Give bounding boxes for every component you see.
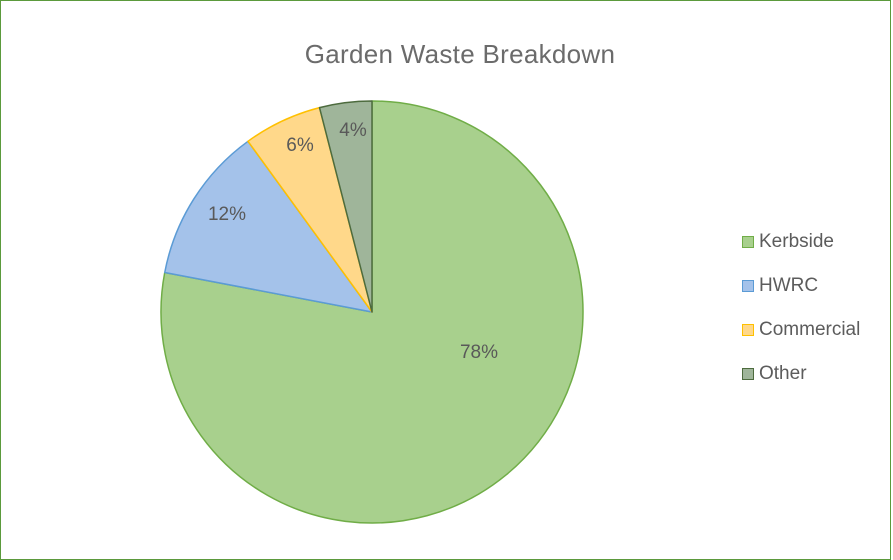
legend-item-hwrc: HWRC <box>742 275 860 297</box>
pie-slice-hwrc <box>163 140 373 313</box>
legend-swatch-kerbside <box>742 236 754 248</box>
legend: Kerbside HWRC Commercial Other <box>742 231 860 407</box>
pie-label-kerbside: 78% <box>460 342 498 363</box>
chart-title: Garden Waste Breakdown <box>304 39 616 69</box>
pie-chart: 78% 12% 6% 4% <box>160 100 584 524</box>
legend-label-hwrc: HWRC <box>759 275 819 296</box>
legend-label-commercial: Commercial <box>759 319 861 340</box>
pie-slice-other <box>318 100 373 313</box>
legend-swatch-other <box>742 368 754 380</box>
legend-swatch-hwrc <box>742 280 754 292</box>
legend-item-commercial: Commercial <box>742 319 860 341</box>
legend-label-other: Other <box>759 363 807 384</box>
legend-swatch-commercial <box>742 324 754 336</box>
legend-item-kerbside: Kerbside <box>742 231 860 253</box>
legend-item-other: Other <box>742 363 860 385</box>
legend-label-kerbside: Kerbside <box>759 231 834 252</box>
pie-label-commercial: 6% <box>286 135 314 156</box>
pie-label-other: 4% <box>339 120 367 141</box>
pie-label-hwrc: 12% <box>208 204 246 225</box>
